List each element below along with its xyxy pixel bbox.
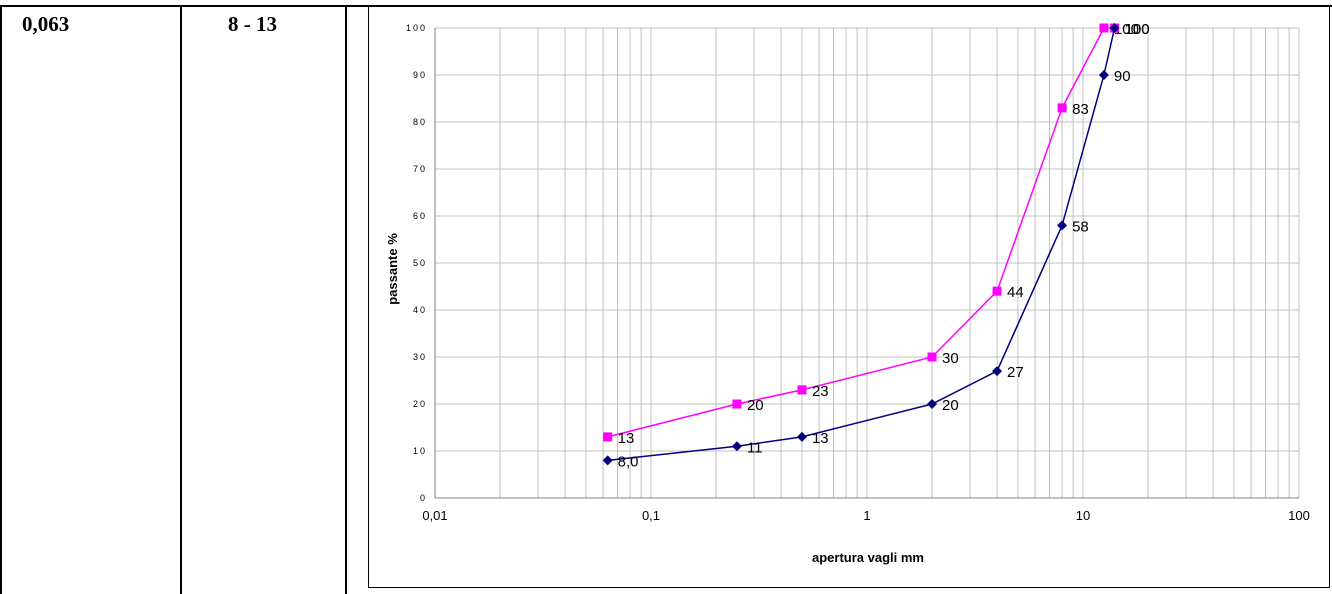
table-left-border (0, 5, 2, 594)
data-label: 58 (1072, 218, 1089, 235)
data-point-diamond (1098, 70, 1109, 80)
chart-grid (434, 27, 1300, 499)
y-tick-label: 90 (413, 70, 427, 80)
y-tick-label: 30 (413, 352, 427, 362)
sieve-size-value: 0,063 (22, 12, 70, 36)
data-point-square (603, 432, 613, 442)
y-axis-title: passante % (385, 233, 400, 305)
data-label: 13 (812, 430, 829, 447)
x-tick-label: 1 (863, 508, 870, 523)
sieve-size-cell: 0,063 (22, 12, 69, 37)
y-tick-label: 80 (413, 117, 427, 127)
data-point-square (992, 286, 1002, 296)
range-cell: 8 - 13 (228, 12, 277, 37)
data-point-diamond (1057, 220, 1068, 231)
data-point-diamond (796, 431, 807, 442)
data-label: 30 (942, 350, 959, 367)
range-value: 8 - 13 (228, 12, 277, 36)
data-label: 90 (1114, 68, 1131, 85)
y-tick-label: 50 (413, 258, 427, 268)
data-point-diamond (602, 455, 613, 466)
series-line (607, 27, 1115, 438)
gradation-chart: 0,01 0,1 1 10 100 0 10 20 30 40 50 60 70 80 90 100 13 20… (385, 21, 1310, 565)
data-point-square (1057, 103, 1067, 113)
data-label: 23 (812, 383, 829, 400)
series-line (607, 27, 1116, 462)
data-point-square (732, 399, 742, 409)
y-tick-label: 60 (413, 211, 427, 221)
y-tick-label: 100 (406, 23, 427, 33)
x-tick-label: 100 (1288, 508, 1310, 523)
x-axis-title: apertura vagli mm (812, 550, 924, 565)
data-point-diamond (992, 366, 1003, 377)
x-tick-label: 0,01 (422, 508, 447, 523)
data-label: 83 (1072, 101, 1089, 118)
x-tick-label: 0,1 (642, 508, 660, 523)
y-tick-label: 10 (413, 446, 427, 456)
table-col-divider-2 (345, 5, 347, 594)
chart-frame: 0,01 0,1 1 10 100 0 10 20 30 40 50 60 70 80 90 100 13 20… (368, 6, 1330, 588)
data-label: 100 (1114, 21, 1139, 38)
data-label: 27 (1007, 364, 1024, 381)
y-tick-label: 20 (413, 399, 427, 409)
data-point-square (797, 385, 807, 395)
y-tick-label: 0 (420, 493, 427, 503)
chart-axes: 0,01 0,1 1 10 100 0 10 20 30 40 50 60 70 80 90 100 (406, 23, 1310, 523)
data-point-diamond (1109, 23, 1120, 33)
y-tick-label: 40 (413, 305, 427, 315)
data-label: 13 (618, 430, 635, 447)
data-label: 20 (747, 397, 764, 414)
data-label: 44 (1007, 284, 1024, 301)
data-label: 11 (747, 439, 763, 456)
data-label: 20 (942, 397, 959, 414)
data-point-square (927, 352, 937, 362)
y-tick-label: 70 (413, 164, 427, 174)
data-point-diamond (927, 399, 938, 409)
data-label: 100 (1125, 21, 1150, 38)
data-point-square (1099, 23, 1109, 33)
data-label: 100 (1125, 21, 1150, 38)
data-point-diamond (731, 441, 742, 452)
x-tick-label: 10 (1076, 508, 1090, 523)
data-label: 8,0 (618, 453, 639, 470)
table-col-divider-1 (180, 5, 182, 594)
